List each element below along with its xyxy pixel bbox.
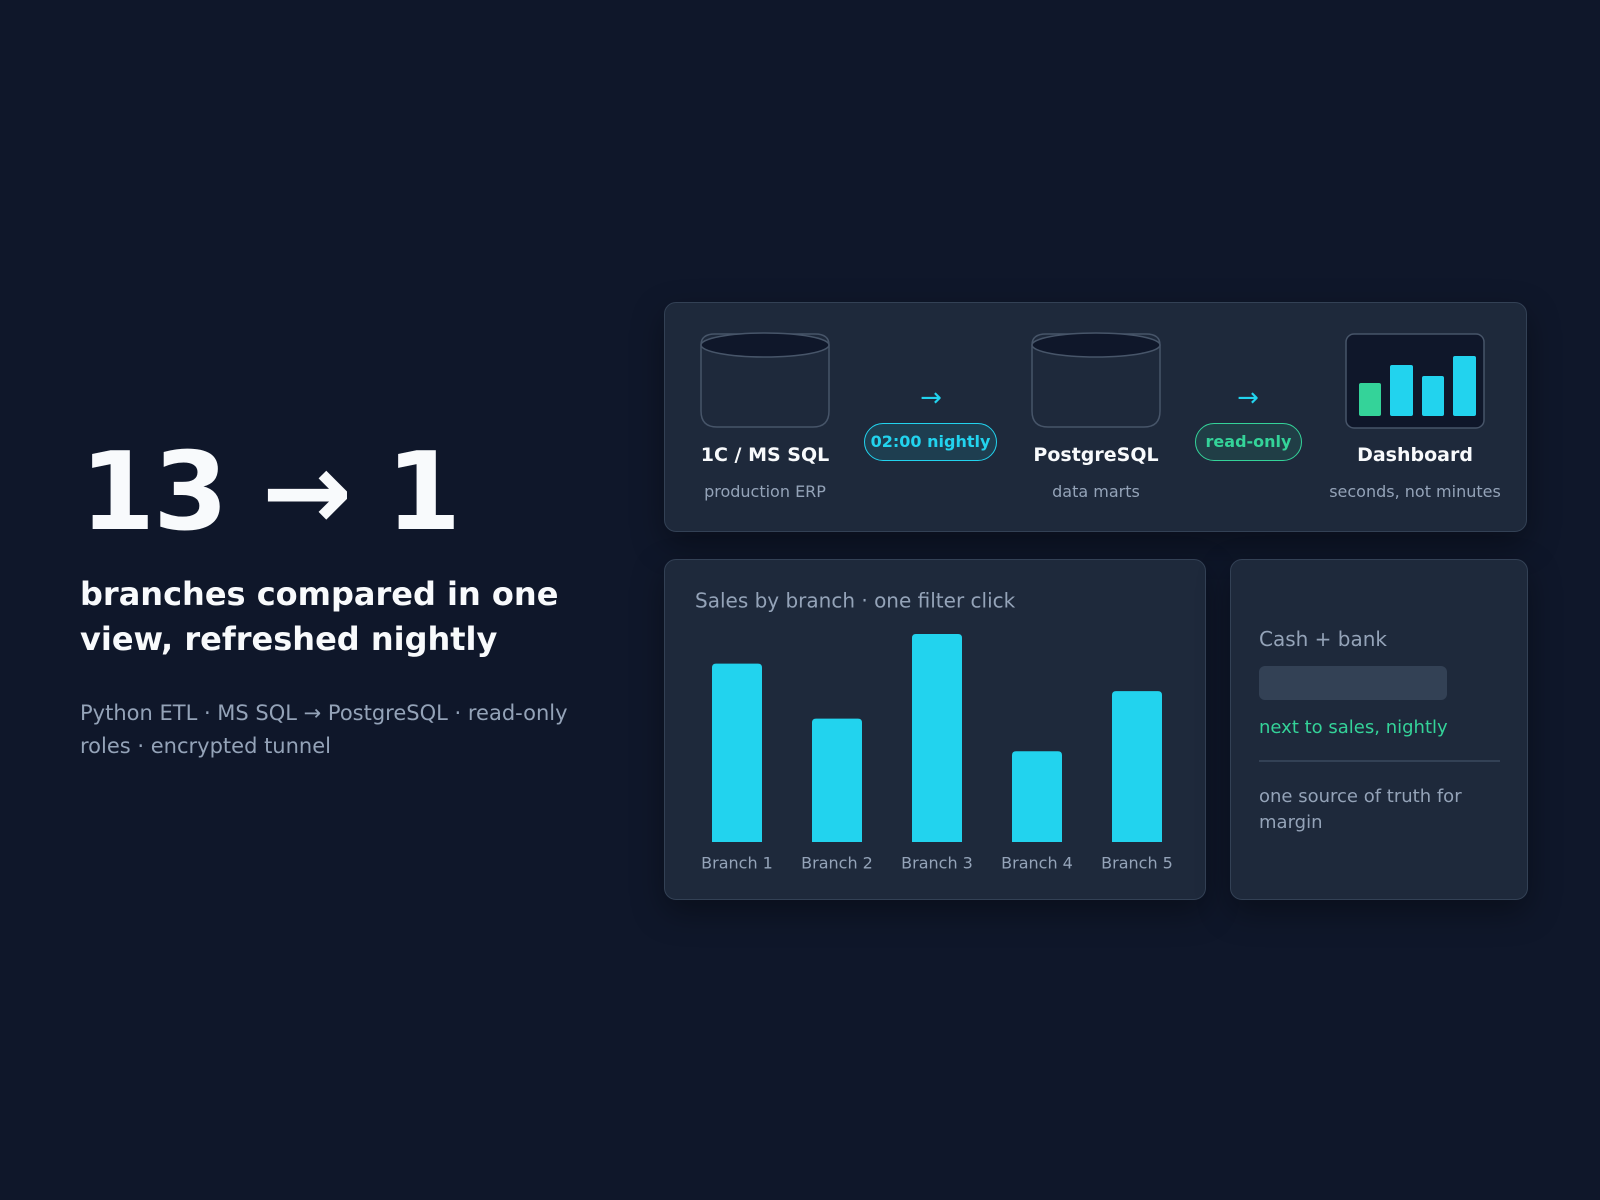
db-icon [1031,332,1161,428]
value-placeholder [1259,666,1447,700]
x-tick-label: Branch 2 [801,854,873,873]
bar [712,663,762,842]
card-footer: one source of truth for margin [1259,786,1462,833]
divider [1259,760,1500,762]
x-tick-label: Branch 3 [901,854,973,873]
card-note: next to sales, nightly [1259,717,1448,738]
chart-card: Sales by branch · one filter click Branc… [664,559,1206,900]
node-sublabel: data marts [1052,482,1140,501]
dashboard-icon [1345,333,1485,429]
db-icon [700,332,830,428]
node-label: PostgreSQL [1033,444,1159,466]
cash-card: Cash + bank next to sales, nightly one s… [1230,559,1528,900]
x-tick-label: Branch 1 [701,854,773,873]
card-title: Cash + bank [1259,627,1387,651]
node-label: 1C / MS SQL [700,444,830,466]
headline: branches compared in one view, refreshed… [80,575,559,658]
access-badge: read-only [1195,423,1302,461]
bar-chart: Sales by branch · one filter click Branc… [695,589,1173,873]
flow-arrow: → [920,383,942,413]
bar [812,718,862,842]
pipeline-icons [700,332,1485,429]
x-tick-label: Branch 5 [1101,854,1173,873]
node-label: Dashboard [1357,444,1473,466]
node-sublabel: production ERP [704,482,826,501]
bar [1112,691,1162,842]
pipeline-card: 1C / MS SQL production ERP PostgreSQL da… [664,302,1527,532]
bar [912,634,962,842]
schedule-badge: 02:00 nightly [864,423,997,461]
node-sublabel: seconds, not minutes [1329,482,1501,501]
flow-arrow: → [1237,383,1259,413]
x-tick-label: Branch 4 [1001,854,1073,873]
subtitle: Python ETL · MS SQL → PostgreSQL · read-… [80,701,568,758]
hero-metric: 13 → 1 [80,430,461,555]
chart-title: Sales by branch · one filter click [695,589,1016,613]
bar [1012,751,1062,842]
